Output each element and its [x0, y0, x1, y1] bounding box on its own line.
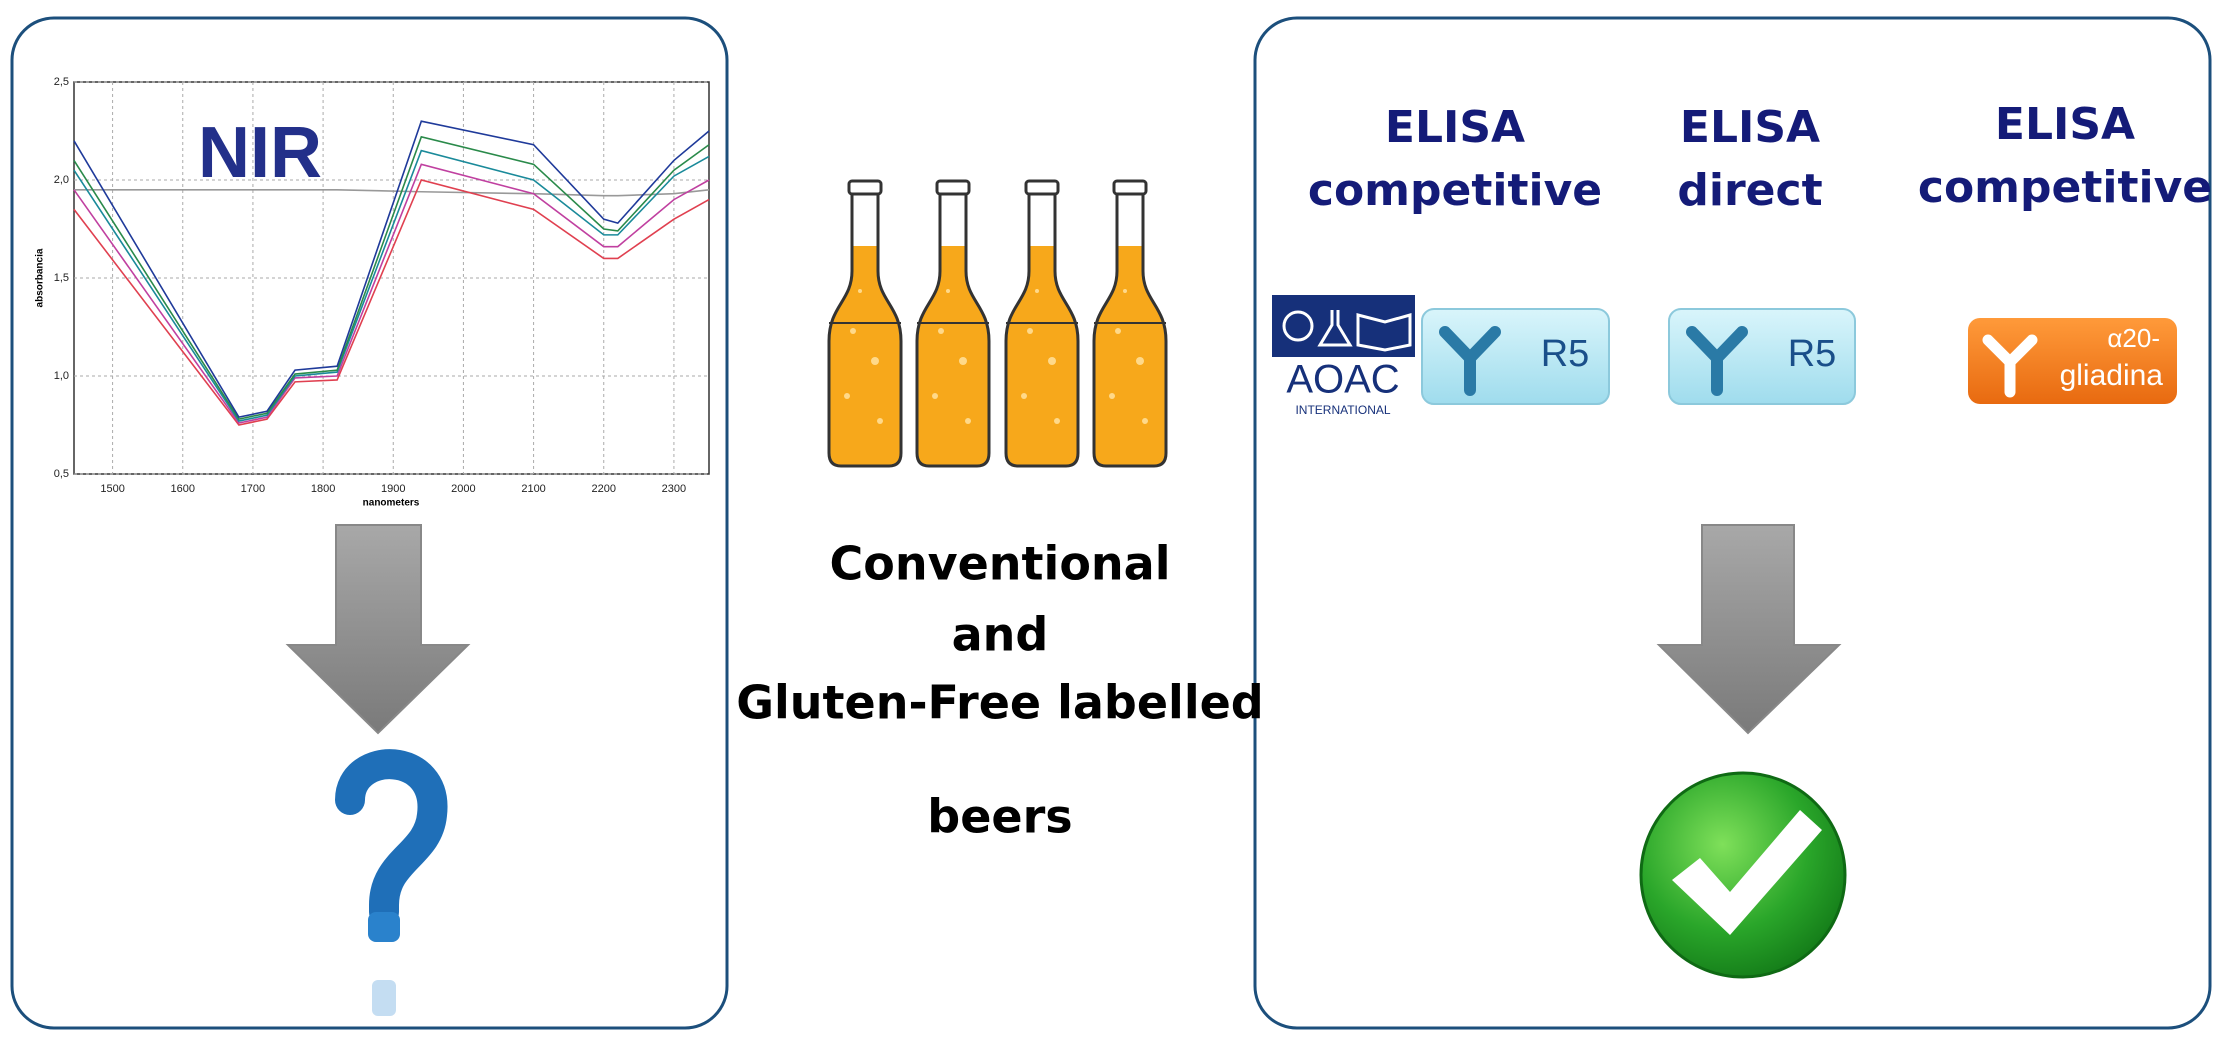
spectrum-line [74, 189, 710, 197]
spectrum-line [73, 163, 710, 424]
spectrum-line [73, 135, 710, 421]
r5-badge: R5 [1421, 308, 1610, 405]
x-tick-label: 1800 [311, 483, 335, 495]
method-title: ELISA [1995, 99, 2135, 150]
x-tick-label: 2300 [662, 483, 686, 495]
x-tick-label: 1600 [171, 483, 195, 495]
spectrum-line [73, 179, 710, 426]
right-panel [1253, 16, 2212, 1030]
check-icon [1639, 771, 1847, 979]
gliadin-badge: α20- gliadina [1968, 318, 2177, 404]
y-tick-label: 1,5 [54, 272, 69, 284]
beer-bottles [829, 181, 1166, 471]
aoac-text: AOAC [1286, 358, 1399, 402]
gliadin-bottom: gliadina [2060, 359, 2164, 392]
center-text: beers [927, 790, 1072, 844]
y-tick-label: 1,0 [54, 370, 69, 382]
y-tick-label: 2,5 [54, 76, 69, 88]
r5-badge: R5 [1668, 308, 1856, 405]
x-tick-label: 1500 [100, 483, 124, 495]
center-text: Conventional [830, 537, 1171, 591]
method-title: ELISA [1680, 102, 1820, 153]
x-tick-label: 1900 [381, 483, 405, 495]
y-axis-label: absorbancia [35, 248, 46, 307]
x-tick-label: 2000 [451, 483, 475, 495]
center-text: and [952, 608, 1049, 662]
spectrum-line [73, 120, 710, 419]
spectrum-line [73, 149, 710, 422]
method-subtitle: competitive [1918, 162, 2212, 213]
method-subtitle: direct [1677, 165, 1822, 216]
x-axis-label: nanometers [363, 498, 420, 509]
x-tick-label: 1700 [241, 483, 265, 495]
question-mark [335, 749, 448, 1016]
method-subtitle: competitive [1308, 165, 1602, 216]
nir-chart: NIR nanometers absorbancia 0,5 1,0 1,5 2,0 2… [35, 76, 710, 509]
aoac-subtext: INTERNATIONAL [1295, 403, 1390, 417]
r5-text: R5 [1541, 333, 1590, 375]
y-tick-label: 0,5 [54, 468, 69, 480]
x-tick-label: 2100 [521, 483, 545, 495]
center-text: Gluten-Free labelled [736, 676, 1263, 730]
method-title: ELISA [1385, 102, 1525, 153]
plot-area [73, 81, 710, 475]
gliadin-top: α20- [2107, 323, 2160, 353]
chart-title: NIR [198, 113, 322, 193]
left-arrow [285, 524, 471, 735]
right-arrow [1656, 524, 1842, 735]
r5-text: R5 [1788, 333, 1837, 375]
y-tick-label: 2,0 [54, 174, 69, 186]
aoac-logo: AOAC INTERNATIONAL [1272, 295, 1415, 417]
x-tick-label: 2200 [592, 483, 616, 495]
